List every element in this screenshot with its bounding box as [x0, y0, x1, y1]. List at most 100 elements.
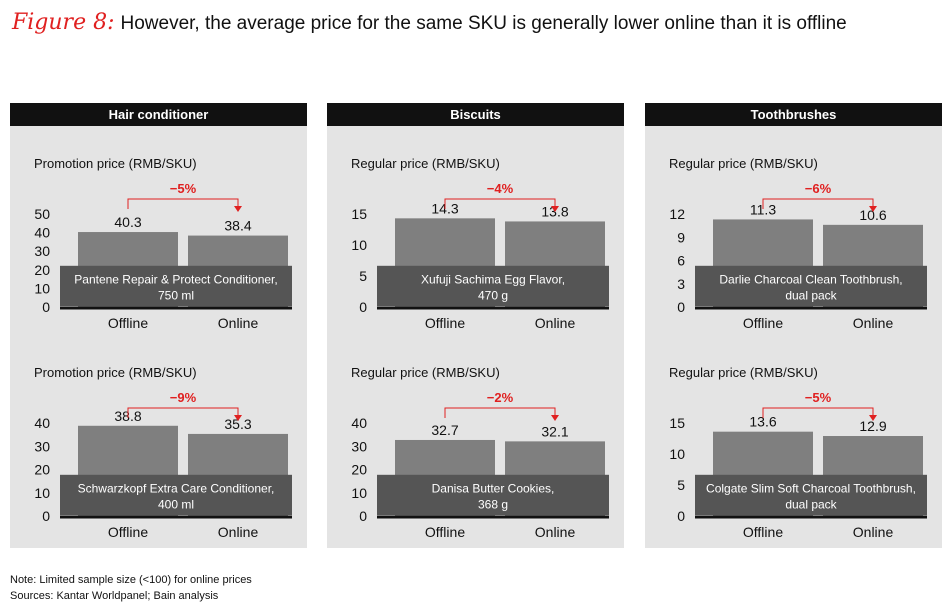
x-tick-label: Offline: [425, 524, 465, 540]
change-label: −2%: [487, 390, 514, 405]
y-tick-label: 10: [351, 237, 367, 253]
change-arrowhead: [234, 415, 242, 421]
data-label: 11.3: [750, 201, 776, 217]
change-label: −9%: [170, 390, 197, 405]
figure-title: Figure 8: However, the average price for …: [12, 10, 847, 35]
y-tick-label: 30: [351, 438, 367, 454]
y-tick-label: 9: [677, 229, 685, 245]
data-label: 10.6: [859, 207, 886, 223]
data-label: 12.9: [859, 418, 886, 434]
bar-chart: Regular price (RMB/SKU) 0 3 6 9 12 11.3 Offline…: [669, 156, 927, 331]
change-bracket: [127, 407, 239, 418]
product-label: dual pack: [785, 497, 837, 511]
x-tick-label: Offline: [743, 524, 783, 540]
y-tick-label: 0: [359, 508, 367, 524]
product-label-box: [695, 265, 927, 306]
y-axis-label: Regular price (RMB/SKU): [351, 156, 500, 171]
y-tick-label: 3: [677, 276, 685, 292]
y-tick-label: 30: [34, 438, 50, 454]
y-tick-label: 15: [351, 206, 367, 222]
y-tick-label: 5: [359, 268, 367, 284]
change-bracket: [444, 198, 556, 209]
y-tick-label: 50: [34, 206, 50, 222]
x-tick-label: Offline: [108, 524, 148, 540]
change-label: −5%: [805, 390, 832, 405]
y-tick-label: 0: [677, 299, 685, 315]
product-label: 368 g: [478, 497, 508, 511]
y-tick-label: 20: [34, 462, 50, 478]
data-label: 40.3: [114, 214, 141, 230]
y-tick-label: 40: [34, 415, 50, 431]
y-tick-label: 5: [677, 477, 685, 493]
change-arrowhead: [234, 206, 242, 212]
y-tick-label: 10: [669, 446, 685, 462]
y-axis-label: Promotion price (RMB/SKU): [34, 365, 197, 380]
panel-biscuits: Biscuits Regular price (RMB/SKU) 0 5 10 15 14…: [327, 103, 624, 548]
x-tick-label: Online: [853, 315, 894, 331]
y-tick-label: 20: [351, 462, 367, 478]
product-label-box: [377, 265, 609, 306]
panel-header: Hair conditioner: [10, 103, 307, 126]
y-tick-label: 0: [42, 508, 50, 524]
y-tick-label: 10: [34, 485, 50, 501]
product-label-box: [695, 474, 927, 515]
product-label: 750 ml: [158, 288, 194, 302]
product-label-box: [377, 474, 609, 515]
y-tick-label: 40: [351, 415, 367, 431]
y-axis-label: Regular price (RMB/SKU): [351, 365, 500, 380]
y-tick-label: 20: [34, 262, 50, 278]
y-axis-label: Regular price (RMB/SKU): [669, 156, 818, 171]
y-tick-label: 40: [34, 225, 50, 241]
change-bracket: [127, 198, 239, 209]
product-label: Xufuji Sachima Egg Flavor,: [421, 272, 565, 286]
change-bracket: [762, 198, 874, 209]
bar-chart: Promotion price (RMB/SKU) 0 10 20 30 40 50 40.3…: [34, 156, 292, 331]
y-tick-label: 15: [669, 415, 685, 431]
data-label: 38.4: [224, 218, 251, 234]
x-tick-label: Offline: [108, 315, 148, 331]
product-label: Schwarzkopf Extra Care Conditioner,: [78, 481, 275, 495]
product-label: Danisa Butter Cookies,: [432, 481, 555, 495]
panel-toothbrushes: Toothbrushes Regular price (RMB/SKU) 0 3 6 9…: [645, 103, 942, 548]
footer-note: Note: Limited sample size (<100) for onl…: [10, 574, 252, 586]
change-arrowhead: [551, 206, 559, 212]
x-tick-label: Online: [853, 524, 894, 540]
y-tick-label: 0: [359, 299, 367, 315]
product-label: Colgate Slim Soft Charcoal Toothbrush,: [706, 481, 916, 495]
change-bracket: [444, 407, 556, 418]
y-axis-label: Regular price (RMB/SKU): [669, 365, 818, 380]
x-tick-label: Online: [218, 315, 259, 331]
y-axis-label: Promotion price (RMB/SKU): [34, 156, 197, 171]
panel-charts: Regular price (RMB/SKU) 0 3 6 9 12 11.3 Offline…: [669, 156, 927, 540]
y-tick-label: 10: [34, 280, 50, 296]
panel-header: Biscuits: [327, 103, 624, 126]
y-tick-label: 6: [677, 253, 685, 269]
y-tick-label: 0: [677, 508, 685, 524]
figure-label: Figure 8:: [12, 10, 115, 35]
change-label: −6%: [805, 181, 832, 196]
change-arrowhead: [869, 415, 877, 421]
x-tick-label: Online: [535, 524, 576, 540]
product-label: dual pack: [785, 288, 837, 302]
y-tick-label: 0: [42, 299, 50, 315]
product-label-box: [60, 265, 292, 306]
product-label: Darlie Charcoal Clean Toothbrush,: [719, 272, 902, 286]
bar-chart: Regular price (RMB/SKU) 0 5 10 15 13.6 Offline…: [669, 365, 927, 540]
panel-charts: Promotion price (RMB/SKU) 0 10 20 30 40 50 40.3…: [34, 156, 292, 540]
x-tick-label: Offline: [743, 315, 783, 331]
bar-chart: Regular price (RMB/SKU) 0 10 20 30 40 32.7 Offl…: [351, 365, 609, 540]
y-tick-label: 12: [669, 206, 685, 222]
x-tick-label: Online: [218, 524, 259, 540]
product-label-box: [60, 474, 292, 515]
data-label: 32.7: [431, 422, 458, 438]
product-label: 400 ml: [158, 497, 194, 511]
data-label: 13.6: [749, 414, 776, 430]
panel-hair-conditioner: Hair conditioner Promotion price (RMB/SK…: [10, 103, 307, 548]
data-label: 32.1: [541, 423, 568, 439]
footer-sources: Sources: Kantar Worldpanel; Bain analysi…: [10, 590, 219, 602]
change-arrowhead: [551, 415, 559, 421]
change-label: −5%: [170, 181, 197, 196]
change-bracket: [762, 407, 874, 418]
